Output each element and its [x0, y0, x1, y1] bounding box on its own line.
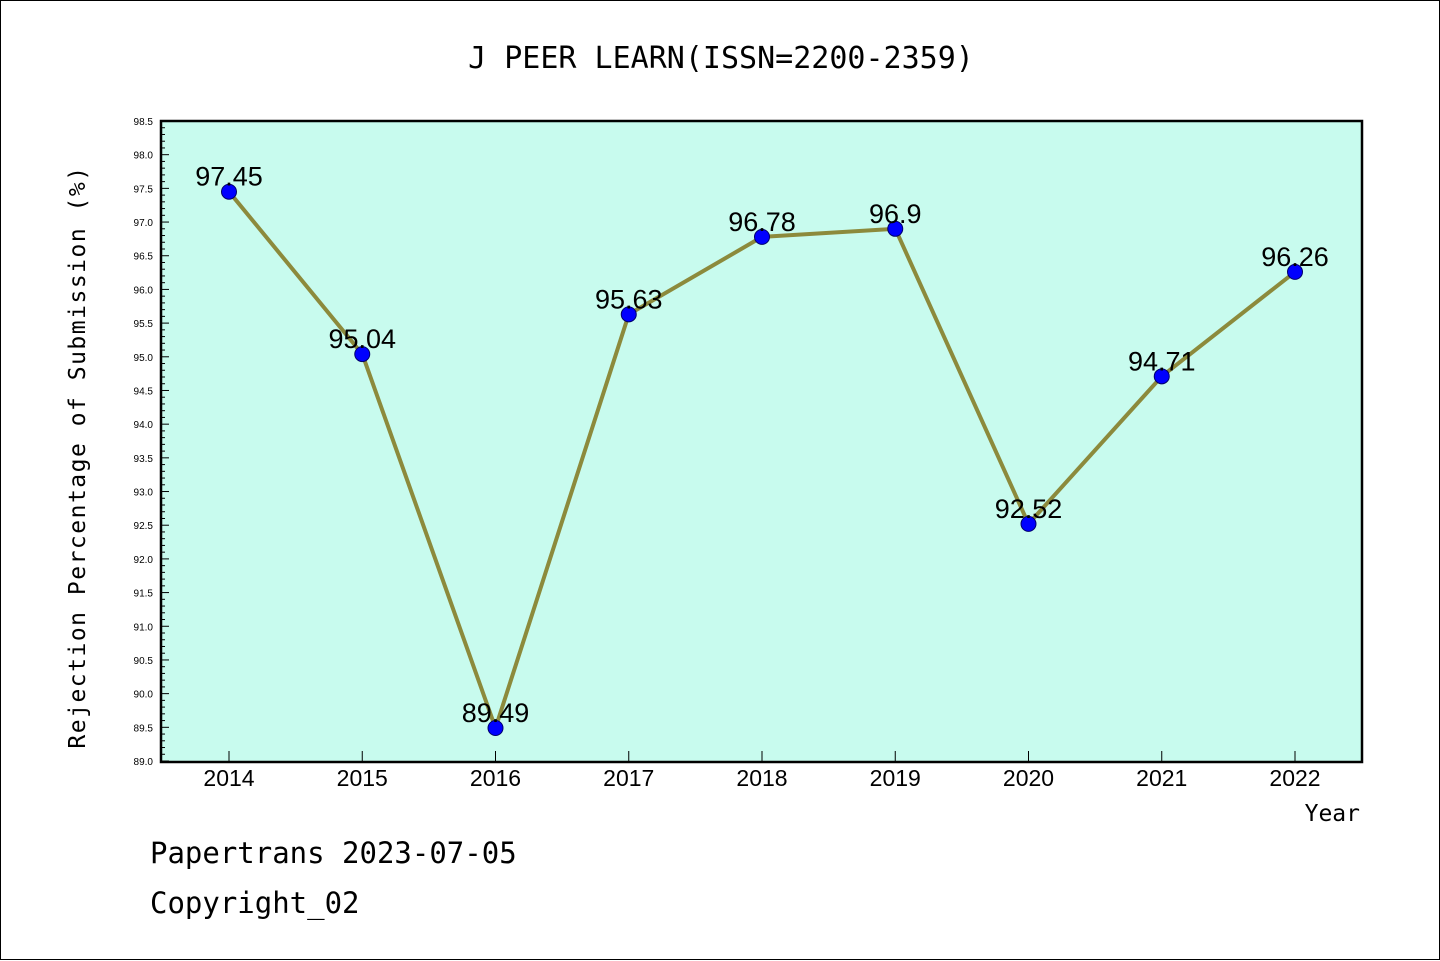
x-tick-label: 2019 [870, 765, 921, 791]
y-tick-label: 94.0 [134, 420, 154, 431]
y-tick-label: 96.5 [134, 252, 154, 263]
y-tick-label: 92.0 [134, 555, 154, 566]
data-label: 92.52 [995, 494, 1063, 524]
y-tick-label: 92.5 [134, 521, 154, 532]
data-point-marker [1153, 368, 1170, 385]
data-point-marker [354, 346, 371, 363]
data-point-marker [754, 228, 770, 245]
data-point-marker [487, 719, 504, 736]
x-tick-label: 2022 [1269, 765, 1320, 791]
x-tick-label: 2016 [470, 765, 521, 791]
y-tick-label: 90.0 [134, 690, 154, 701]
x-tick-label: 2018 [736, 765, 787, 791]
data-point-marker [221, 183, 237, 200]
y-tick-label: 93.0 [134, 488, 154, 499]
data-label: 95.04 [328, 324, 396, 354]
x-tick-label: 2020 [1003, 765, 1054, 791]
data-label: 96.9 [869, 199, 922, 229]
y-tick-label: 89.0 [134, 757, 154, 768]
y-tick-label: 93.5 [134, 454, 154, 465]
data-point-marker [1287, 263, 1303, 280]
y-tick-label: 89.5 [134, 723, 154, 734]
y-tick-label: 95.5 [134, 319, 154, 330]
y-tick-label: 98.0 [134, 151, 154, 162]
y-tick-label: 96.0 [134, 285, 154, 296]
y-tick-label: 97.5 [134, 184, 154, 195]
plot-area [159, 119, 1364, 764]
data-point-marker [1020, 515, 1037, 532]
data-point-markers [221, 183, 1303, 736]
y-axis-ticks: 89.0 89.5 90.0 90.5 91.0 91.5 92.0 92.5 93.0 93.5… [134, 117, 169, 768]
y-tick-label: 90.5 [134, 656, 154, 667]
x-axis-ticks: 2014 2015 2016 2017 2018 2019 2020 2021 2022 [203, 751, 1321, 791]
x-tick-label: 2015 [337, 765, 388, 791]
y-tick-label: 91.5 [134, 589, 154, 600]
copyright-text: Copyright_02 [150, 886, 360, 920]
y-tick-label: 98.5 [134, 117, 154, 128]
x-tick-label: 2017 [603, 765, 654, 791]
data-point-marker [620, 306, 637, 323]
y-tick-label: 91.0 [134, 622, 154, 633]
data-labels: 97.45 95.04 89.49 95.63 96.78 96.9 92.52 94.71 9… [195, 162, 1329, 728]
y-axis-label: Rejection Percentage of Submission (%) [65, 165, 91, 748]
x-tick-label: 2014 [203, 765, 254, 791]
data-label: 94.71 [1128, 346, 1196, 376]
data-point-marker [887, 220, 904, 237]
source-date-text: Papertrans 2023-07-05 [150, 836, 517, 870]
x-axis-label: Year [1305, 801, 1360, 827]
y-tick-label: 97.0 [134, 218, 154, 229]
data-label: 97.45 [195, 162, 263, 192]
y-tick-label: 94.5 [134, 386, 154, 397]
x-tick-label: 2021 [1136, 765, 1187, 791]
data-label: 96.78 [728, 207, 796, 237]
chart-title: J PEER LEARN(ISSN=2200-2359) [468, 41, 974, 76]
data-label: 95.63 [595, 284, 663, 314]
y-tick-label: 95.0 [134, 353, 154, 364]
data-label: 89.49 [462, 698, 530, 728]
data-label: 96.26 [1261, 242, 1329, 272]
